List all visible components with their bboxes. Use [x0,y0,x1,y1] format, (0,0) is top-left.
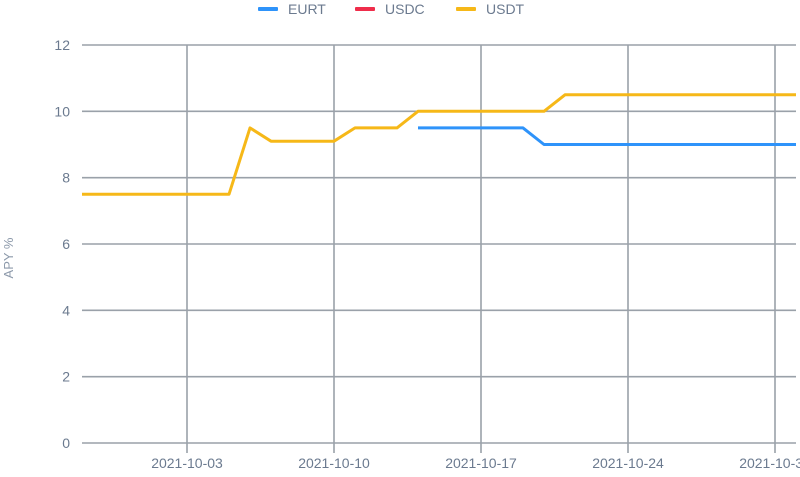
x-tick-label: 2021-10-17 [445,455,517,471]
y-tick-label: 4 [62,302,70,318]
y-tick-label: 10 [54,103,70,119]
y-tick-label: 2 [62,369,70,385]
y-tick-label: 6 [62,236,70,252]
chart-grid [82,44,796,453]
x-tick-label: 2021-10-24 [592,455,664,471]
legend: EURT USDC USDT [258,1,525,17]
y-tick-label: 12 [54,37,70,53]
legend-label-usdt: USDT [486,1,525,17]
series-line-usdt [82,93,796,196]
series-line-eurt [418,126,796,146]
legend-label-usdc: USDC [385,1,425,17]
legend-swatch-usdc [355,7,375,11]
x-tick-label: 2021-10-31 [739,455,800,471]
y-axis: 0 2 4 6 8 10 12 [54,37,70,451]
x-axis: 2021-10-03 2021-10-10 2021-10-17 2021-10-24… [151,455,800,471]
y-axis-title: APY % [1,237,16,278]
series-lines [82,93,796,196]
x-tick-label: 2021-10-03 [151,455,223,471]
y-tick-label: 0 [62,435,70,451]
legend-swatch-eurt [258,7,278,11]
y-tick-label: 8 [62,170,70,186]
legend-label-eurt: EURT [288,1,326,17]
legend-swatch-usdt [456,7,476,11]
x-tick-label: 2021-10-10 [298,455,370,471]
